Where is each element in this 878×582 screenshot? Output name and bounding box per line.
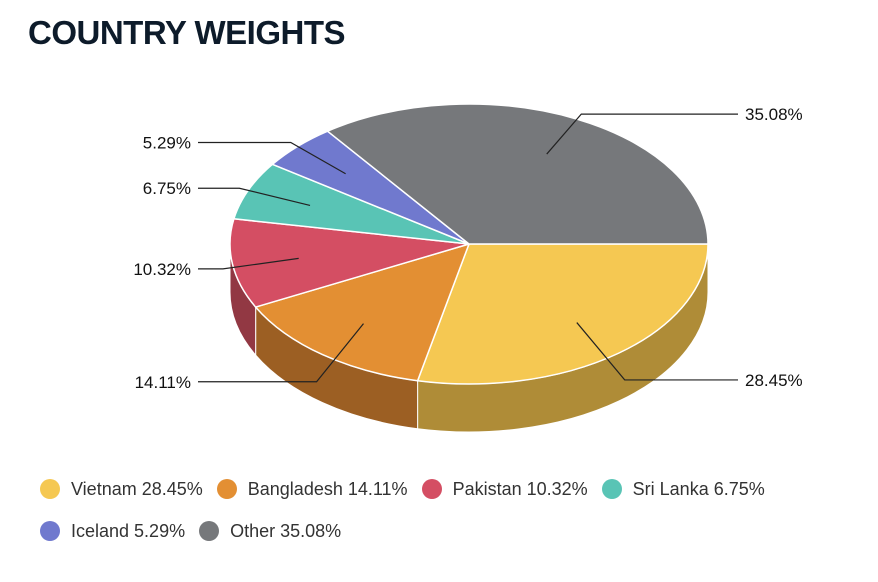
data-label-bangladesh: 14.11%	[135, 373, 191, 392]
legend-label-bangladesh: Bangladesh 14.11%	[247, 478, 408, 499]
legend-label-vietnam: Vietnam 28.45%	[71, 478, 203, 499]
data-label-sri-lanka: 6.75%	[143, 179, 191, 198]
leader-line-iceland	[198, 141, 346, 175]
data-label-other: 35.08%	[745, 105, 803, 124]
pie-slice-vietnam	[416, 243, 709, 385]
leader-line-vietnam	[576, 322, 738, 381]
legend-swatch-bangladesh	[216, 479, 237, 499]
legend-row: Iceland 5.29% Other 35.08%	[40, 520, 860, 542]
chart-legend: Vietnam 28.45% Bangladesh 14.11% Pakista…	[40, 478, 860, 562]
legend-item-iceland[interactable]: Iceland 5.29%	[40, 521, 185, 542]
data-label-vietnam: 28.45%	[745, 371, 803, 390]
chart-title: COUNTRY WEIGHTS	[28, 14, 346, 51]
legend-item-bangladesh[interactable]: Bangladesh 14.11%	[216, 478, 408, 500]
pie-label-group: 28.45% 14.11% 10.32% 6.75% 5.29% 35.08%	[133, 105, 802, 392]
pie-slice-pakistan	[229, 218, 470, 308]
legend-label-sri-lanka: Sri Lanka 6.75%	[632, 478, 765, 499]
legend-swatch-iceland	[40, 521, 60, 541]
legend-label-other: Other 35.08%	[230, 520, 342, 541]
legend-swatch-vietnam	[40, 479, 60, 499]
pie-top-group	[229, 103, 709, 385]
data-label-iceland: 5.29%	[143, 134, 191, 153]
pie-slice-bangladesh	[254, 243, 470, 382]
legend-item-sri-lanka[interactable]: Sri Lanka 6.75%	[601, 478, 765, 500]
legend-swatch-other	[199, 521, 220, 541]
legend-row: Vietnam 28.45% Bangladesh 14.11% Pakista…	[40, 478, 860, 500]
legend-swatch-sri-lanka	[601, 479, 622, 499]
legend-item-pakistan[interactable]: Pakistan 10.32%	[421, 478, 588, 500]
data-label-pakistan: 10.32%	[133, 260, 191, 279]
pie-chart: 28.45% 14.11% 10.32% 6.75% 5.29% 35.08%	[133, 103, 803, 433]
leader-line-pakistan	[198, 257, 299, 270]
legend-swatch-pakistan	[421, 479, 442, 499]
legend-item-vietnam[interactable]: Vietnam 28.45%	[40, 479, 203, 500]
legend-label-pakistan: Pakistan 10.32%	[452, 478, 588, 499]
leader-line-sri-lanka	[198, 187, 311, 206]
leader-line-other	[546, 113, 738, 155]
leader-line-bangladesh	[198, 323, 364, 383]
legend-item-other[interactable]: Other 35.08%	[199, 521, 341, 542]
legend-label-iceland: Iceland 5.29%	[71, 520, 186, 541]
